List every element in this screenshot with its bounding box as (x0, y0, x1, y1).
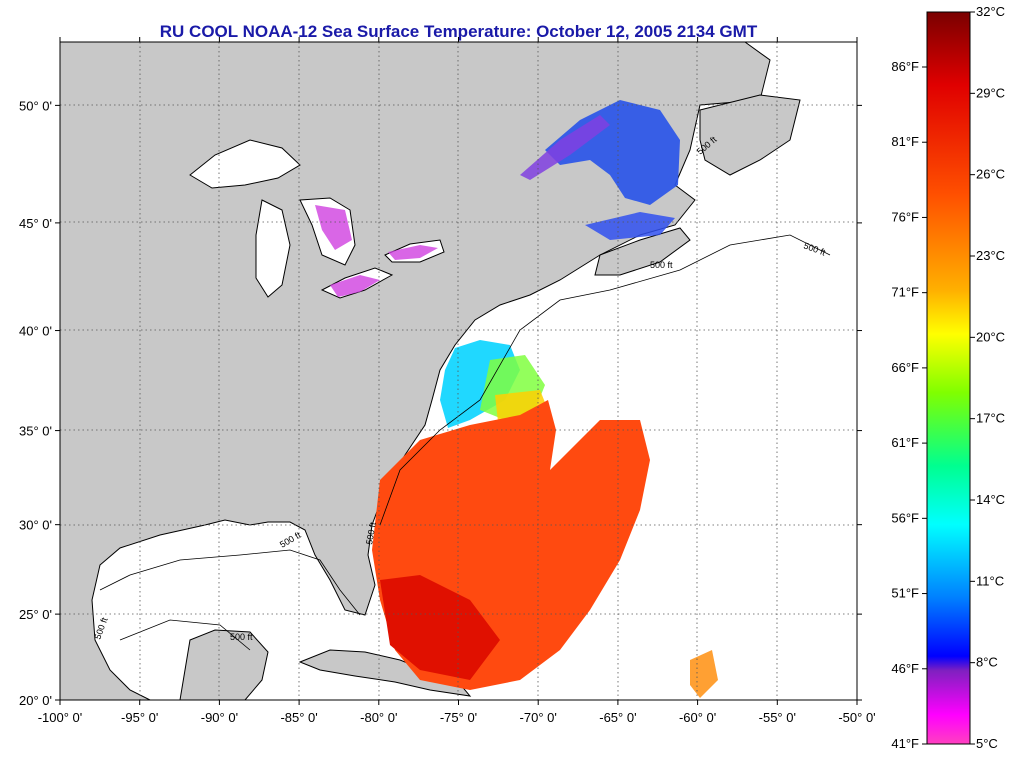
map-title: RU COOL NOAA-12 Sea Surface Temperature:… (159, 22, 758, 41)
lon-tick-label: -55° 0' (759, 710, 796, 725)
colorbar-label-f: 46°F (891, 661, 919, 676)
colorbar-label-c: 14°C (976, 492, 1005, 507)
isobath-label: 500 ft (230, 632, 253, 642)
lon-tick-label: -95° 0' (121, 710, 158, 725)
sst-florida-straits-red (380, 575, 500, 680)
colorbar-label-f: 66°F (891, 360, 919, 375)
colorbar-label-f: 56°F (891, 510, 919, 525)
colorbar-label-c: 5°C (976, 736, 998, 751)
graticule (60, 42, 857, 700)
sst-gulf-st-lawrence (545, 100, 680, 205)
lon-tick-label: -50° 0' (838, 710, 875, 725)
lon-tick-label: -100° 0' (38, 710, 83, 725)
lat-tick-label: 35° 0' (19, 424, 52, 439)
lat-tick-label: 45° 0' (19, 216, 52, 231)
colorbar-label-c: 8°C (976, 655, 998, 670)
isobath-label: 500 ft (364, 521, 378, 545)
colorbar-label-c: 26°C (976, 167, 1005, 182)
land-nova-scotia (594, 227, 691, 276)
lon-tick-label: -80° 0' (360, 710, 397, 725)
colorbar-label-c: 17°C (976, 411, 1005, 426)
lake-superior (189, 139, 301, 189)
colorbar-label-c: 11°C (976, 573, 1004, 588)
sst-st-lawrence-river (520, 115, 610, 180)
colorbar-label-c: 29°C (976, 85, 1005, 100)
lat-tick-label: 25° 0' (19, 607, 52, 622)
lon-tick-label: -90° 0' (201, 710, 238, 725)
lat-tick-label: 20° 0' (19, 693, 52, 708)
lon-tick-label: -60° 0' (679, 710, 716, 725)
colorbar-label-f: 41°F (891, 736, 919, 751)
colorbar-label-f: 61°F (891, 435, 919, 450)
sst-lake-patches (315, 205, 438, 297)
lat-tick-label: 30° 0' (19, 518, 52, 533)
lon-tick-label: -70° 0' (520, 710, 557, 725)
lon-tick-label: -85° 0' (280, 710, 317, 725)
colorbar-label-c: 23°C (976, 248, 1005, 263)
lon-tick-label: -75° 0' (440, 710, 477, 725)
lon-tick-label: -65° 0' (599, 710, 636, 725)
colorbar-label-f: 51°F (891, 586, 919, 601)
isobath-gulf (99, 549, 361, 651)
isobath-label: 500 ft (650, 260, 673, 270)
lat-tick-label: 40° 0' (19, 324, 52, 339)
colorbar-label-f: 81°F (891, 134, 919, 149)
colorbar-label-f: 86°F (891, 59, 919, 74)
colorbar (926, 11, 971, 745)
land-newfoundland (699, 94, 801, 176)
land-north-america (60, 42, 771, 700)
isobath-atlantic (379, 234, 831, 526)
lat-tick-label: 50° 0' (19, 98, 52, 113)
colorbar-label-c: 20°C (976, 329, 1005, 344)
land-cuba (298, 649, 472, 697)
lake-michigan (255, 199, 291, 298)
sst-bay-of-fundy (585, 212, 675, 240)
colorbar-label-c: 32°C (976, 4, 1005, 19)
colorbar-label-f: 71°F (891, 285, 919, 300)
colorbar-label-f: 76°F (891, 209, 919, 224)
